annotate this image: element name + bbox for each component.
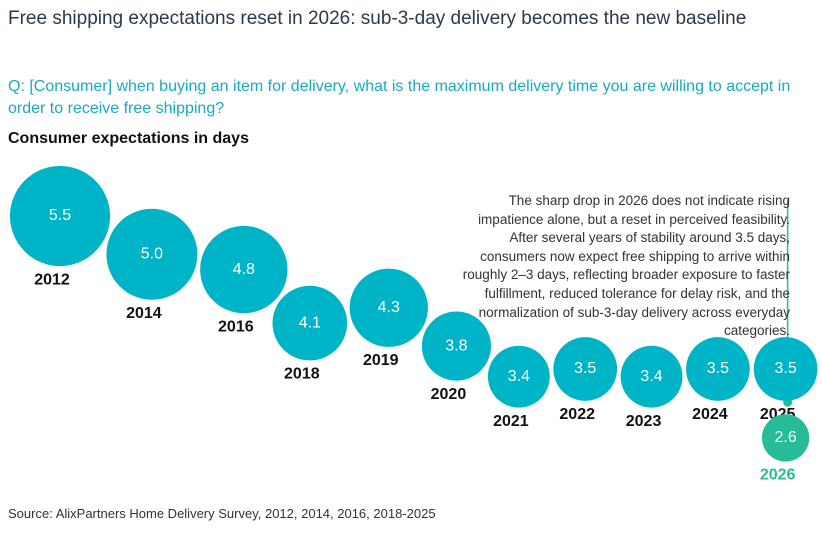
bubble	[200, 225, 288, 314]
bubble	[421, 311, 492, 381]
annotation: The sharp drop in 2026 does not indicate…	[462, 193, 790, 339]
bubble	[553, 337, 618, 401]
bubble	[9, 165, 111, 267]
bubble	[753, 337, 818, 401]
year-label: 2020	[431, 386, 467, 403]
bubble	[686, 337, 750, 401]
value-label: 5.5	[49, 207, 71, 224]
value-label: 3.4	[640, 368, 662, 385]
value-label: 4.8	[233, 261, 255, 278]
bubble	[349, 268, 428, 347]
year-label: 2018	[284, 366, 320, 383]
year-label: 2022	[559, 406, 595, 423]
value-label: 4.1	[299, 314, 321, 331]
value-label: 3.5	[574, 360, 596, 377]
value-label: 5.0	[141, 245, 163, 262]
bubble	[487, 345, 550, 408]
question: Q: [Consumer] when buying an item for de…	[8, 78, 791, 117]
year-label: 2019	[363, 352, 399, 369]
chart-title: Free shipping expectations reset in 2026…	[8, 8, 747, 29]
year-label: 2024	[692, 406, 728, 423]
value-label: 3.4	[508, 368, 530, 385]
year-label: 2016	[218, 318, 254, 335]
bubble	[106, 208, 198, 300]
chart-subtitle: Consumer expectations in days	[8, 130, 249, 147]
value-label: 3.5	[774, 360, 796, 377]
value-label: 3.8	[445, 337, 467, 354]
year-label: 2026	[760, 467, 796, 484]
year-label: 2012	[34, 271, 70, 288]
source: Source: AlixPartners Home Delivery Surve…	[8, 506, 436, 521]
value-label: 2.6	[774, 429, 796, 446]
bubble	[272, 285, 348, 361]
year-label: 2023	[626, 413, 662, 430]
bubble	[620, 345, 683, 408]
value-label: 3.5	[707, 360, 729, 377]
bubble	[761, 414, 810, 462]
year-label: 2021	[493, 413, 529, 430]
year-label: 2014	[126, 305, 162, 322]
value-label: 4.3	[378, 299, 400, 316]
